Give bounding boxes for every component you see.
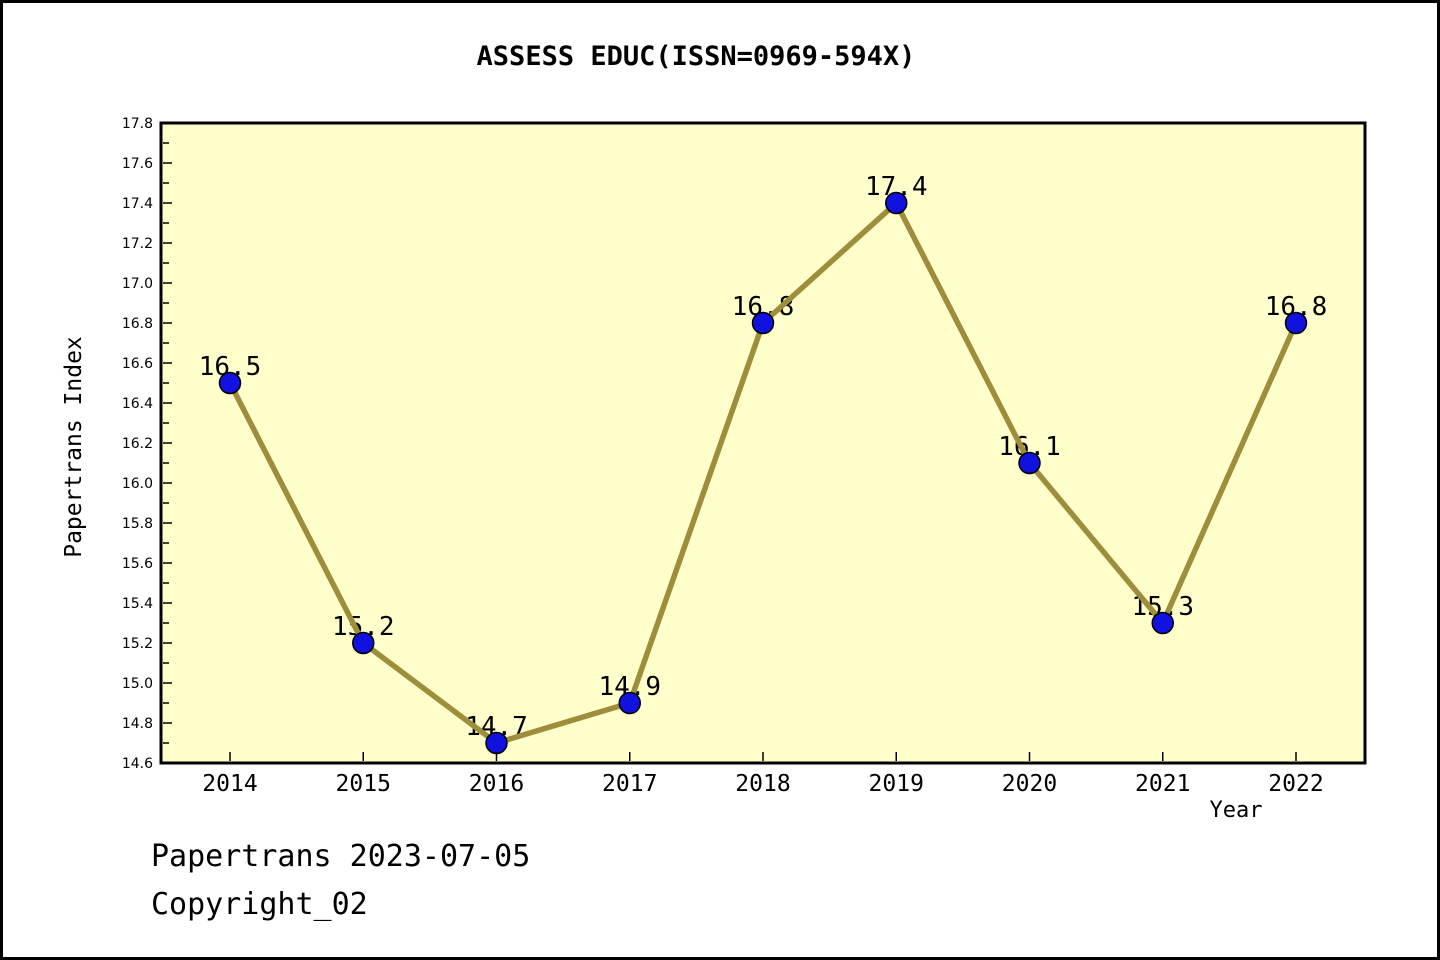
y-tick-label: 16.8 — [122, 316, 153, 332]
data-point — [618, 691, 641, 715]
y-tick-label: 16.0 — [122, 476, 153, 492]
data-point — [1151, 611, 1174, 635]
x-tick-label: 2016 — [469, 771, 524, 797]
plot-background — [161, 123, 1365, 763]
y-tick-label: 15.4 — [122, 596, 153, 612]
x-tick-label: 2014 — [202, 771, 257, 797]
line-chart: 16.515.214.714.916.817.416.115.316.814.6… — [61, 116, 1367, 823]
y-tick-label: 16.4 — [122, 396, 153, 412]
y-tick-label: 17.8 — [122, 116, 153, 132]
data-point — [218, 371, 242, 395]
x-tick-label: 2022 — [1268, 771, 1323, 797]
plot-area: 16.515.214.714.916.817.416.115.316.814.6… — [122, 116, 1367, 797]
footer-copyright: Copyright_02 — [151, 887, 368, 922]
y-tick-label: 17.6 — [122, 156, 153, 172]
data-point — [751, 311, 775, 335]
x-tick-label: 2018 — [735, 771, 790, 797]
data-point — [485, 731, 508, 755]
y-tick-label: 15.0 — [122, 676, 153, 692]
x-tick-label: 2019 — [869, 771, 924, 797]
y-tick-label: 17.0 — [122, 276, 153, 292]
y-tick-label: 14.6 — [122, 756, 153, 772]
y-tick-label: 16.6 — [122, 356, 153, 372]
y-tick-label: 15.8 — [122, 516, 153, 532]
chart-title: ASSESS EDUC(ISSN=0969-594X) — [476, 41, 916, 72]
y-tick-label: 17.4 — [122, 196, 153, 212]
y-tick-label: 15.2 — [122, 636, 153, 652]
x-tick-label: 2017 — [602, 771, 657, 797]
x-tick-label: 2021 — [1135, 771, 1190, 797]
data-point — [1284, 311, 1308, 335]
x-tick-label: 2015 — [336, 771, 391, 797]
data-point — [352, 631, 375, 655]
footer-watermark: Papertrans 2023-07-05 — [151, 839, 531, 874]
y-tick-label: 17.2 — [122, 236, 153, 252]
y-axis-label: Papertrans Index — [61, 336, 87, 558]
y-tick-label: 15.6 — [122, 556, 153, 572]
data-point — [1018, 451, 1041, 475]
y-tick-label: 14.8 — [122, 716, 153, 732]
data-point — [885, 191, 908, 215]
x-tick-label: 2020 — [1002, 771, 1057, 797]
y-tick-label: 16.2 — [122, 436, 153, 452]
x-axis-label: Year — [1210, 798, 1263, 823]
plot-frame — [159, 121, 1367, 765]
